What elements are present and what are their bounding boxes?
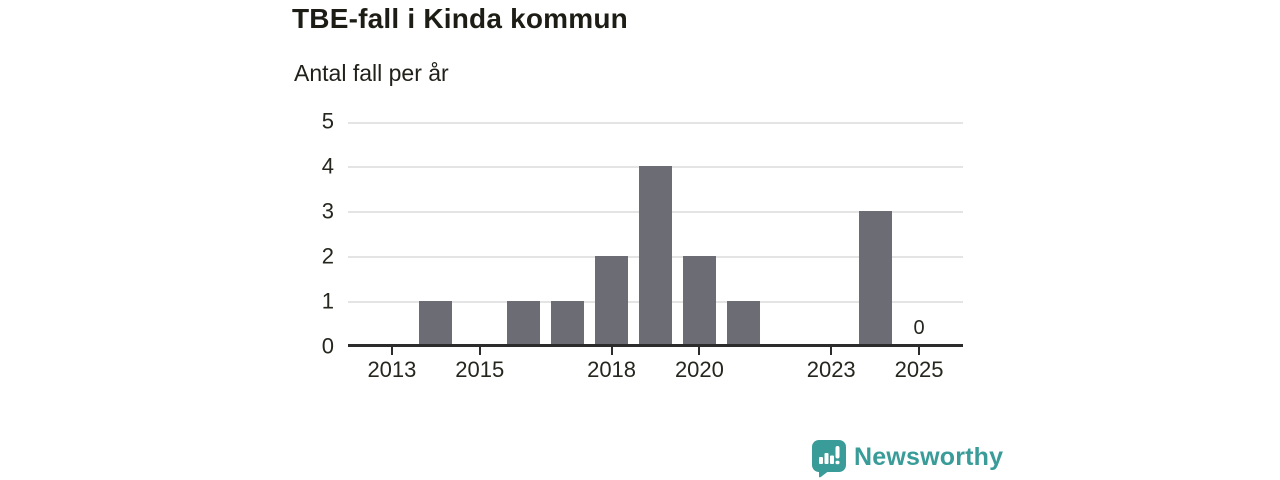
x-axis-label-2023: 2023 bbox=[806, 357, 856, 382]
gridline-y-5 bbox=[348, 122, 963, 124]
y-axis-label-1: 1 bbox=[321, 288, 334, 314]
brand-name: Newsworthy bbox=[854, 443, 1004, 471]
x-axis-tick-2013 bbox=[390, 347, 393, 355]
bar-2024 bbox=[858, 211, 892, 346]
x-axis-baseline bbox=[348, 344, 963, 347]
chart-subtitle: Antal fall per år bbox=[294, 60, 449, 86]
bar-2014 bbox=[419, 301, 453, 346]
y-axis-label-3: 3 bbox=[321, 198, 334, 224]
y-axis-label-2: 2 bbox=[321, 243, 334, 269]
brand-footer: Newsworthy bbox=[812, 440, 1003, 479]
bar-2019 bbox=[639, 166, 672, 346]
bar-2017 bbox=[551, 301, 585, 346]
value-label-2025: 0 bbox=[913, 317, 925, 339]
y-axis-label-5: 5 bbox=[321, 108, 334, 134]
x-axis-tick-2025 bbox=[918, 347, 921, 355]
bar-2021 bbox=[726, 301, 760, 346]
x-axis-tick-2023 bbox=[830, 347, 833, 355]
bar-2018 bbox=[595, 256, 629, 346]
y-axis-label-0: 0 bbox=[321, 333, 334, 359]
bar-2020 bbox=[682, 256, 716, 346]
x-axis-label-2025: 2025 bbox=[894, 357, 944, 382]
newsworthy-logo-icon bbox=[812, 440, 846, 478]
x-axis-label-2018: 2018 bbox=[587, 357, 637, 382]
x-axis-label-2015: 2015 bbox=[455, 357, 505, 382]
x-axis-tick-2018 bbox=[610, 347, 613, 355]
bar-2016 bbox=[507, 301, 541, 346]
x-axis-tick-2015 bbox=[478, 347, 481, 355]
x-axis-label-2013: 2013 bbox=[367, 357, 417, 382]
chart-title: TBE-fall i Kinda kommun bbox=[292, 3, 628, 34]
x-axis-tick-2020 bbox=[698, 347, 701, 355]
x-axis-label-2020: 2020 bbox=[674, 357, 724, 382]
y-axis-label-4: 4 bbox=[321, 153, 334, 179]
plot-area: 0 1 2 3 4 5 2013 2015 2018 2020 2023 2025 0 bbox=[322, 110, 963, 382]
